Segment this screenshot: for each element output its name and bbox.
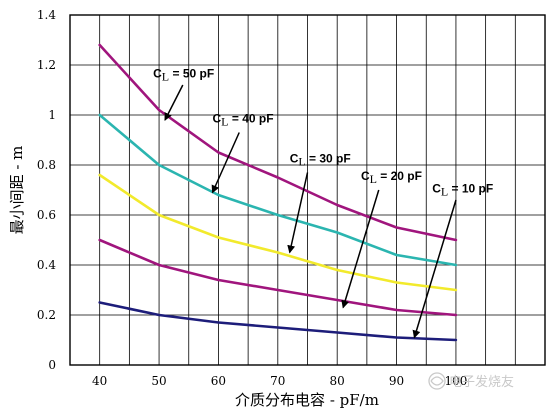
- annotation-arrow: [341, 189, 380, 309]
- y-tick-label: 0.8: [37, 158, 56, 172]
- annotation-arrow: [164, 84, 184, 121]
- series-line: [98, 238, 458, 317]
- y-tick-label: 0.2: [37, 308, 56, 322]
- x-tick-labels: 40 50 60 70 80 90 100: [92, 374, 467, 388]
- series-line: [98, 173, 458, 292]
- series-annotation-label: CL = 40 pF: [213, 112, 274, 129]
- series-line: [98, 113, 458, 267]
- annotation-arrow: [287, 172, 309, 254]
- series-lines: [98, 43, 458, 342]
- x-tick-label: 80: [330, 374, 345, 388]
- y-tick-label: 0.6: [37, 208, 56, 222]
- y-tick-label: 1.2: [37, 58, 56, 72]
- plot-frame: [69, 14, 546, 366]
- grid: [70, 15, 545, 365]
- watermark-text: 电子发烧友: [449, 374, 514, 390]
- series-line: [98, 43, 458, 242]
- y-axis-title: 最小间距 - m: [8, 146, 26, 235]
- y-tick-label: 1.4: [37, 8, 56, 22]
- annotation-arrow: [412, 199, 457, 339]
- series-annotation-label: CL = 10 pF: [432, 182, 493, 199]
- series-annotations: CL = 50 pF CL = 40 pF CL = 30 pF CL = 20 pF…: [153, 67, 493, 339]
- series-annotation-label: CL = 50 pF: [153, 67, 214, 84]
- y-tick-labels: 0 0.2 0.4 0.6 0.8 1 1.2 1.4: [37, 8, 56, 372]
- x-tick-label: 100: [444, 374, 467, 388]
- y-tick-label: 0: [48, 358, 56, 372]
- y-tick-label: 0.4: [37, 258, 56, 272]
- x-axis-title: 介质分布电容 - pF/m: [235, 391, 379, 409]
- x-tick-label: 90: [389, 374, 404, 388]
- x-tick-label: 70: [270, 374, 285, 388]
- series-annotation-label: CL = 30 pF: [290, 152, 351, 169]
- x-tick-label: 50: [151, 374, 166, 388]
- annotation-arrow: [211, 132, 240, 194]
- series-annotation-label: CL = 20 pF: [361, 169, 422, 186]
- series-line: [98, 301, 458, 342]
- x-tick-label: 60: [211, 374, 226, 388]
- watermark: 电子发烧友: [428, 372, 514, 390]
- y-tick-label: 1: [48, 108, 56, 122]
- watermark-logo-icon: [428, 372, 446, 390]
- x-tick-label: 40: [92, 374, 107, 388]
